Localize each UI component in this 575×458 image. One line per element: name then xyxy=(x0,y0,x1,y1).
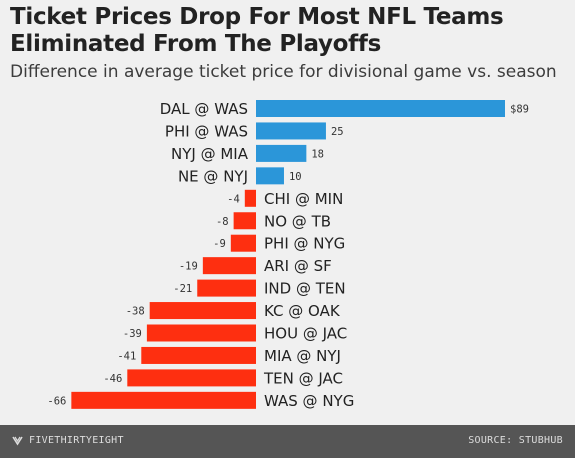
value-label: -21 xyxy=(173,283,192,295)
value-label: -39 xyxy=(123,328,142,340)
category-label: ARI @ SF xyxy=(264,257,332,275)
value-label: -66 xyxy=(47,395,66,407)
category-label: NYJ @ MIA xyxy=(171,145,249,163)
category-label: DAL @ WAS xyxy=(160,100,248,118)
category-label: PHI @ NYG xyxy=(264,235,345,253)
category-label: PHI @ WAS xyxy=(165,122,248,140)
bar xyxy=(71,391,256,409)
value-label: 10 xyxy=(289,171,302,183)
bar xyxy=(230,234,256,252)
bar xyxy=(197,279,256,297)
category-label: NO @ TB xyxy=(264,212,331,230)
fivethirtyeight-logo-icon xyxy=(12,436,23,446)
chart-subtitle: Difference in average ticket price for d… xyxy=(10,62,557,82)
value-label: -8 xyxy=(216,216,229,228)
category-label: KC @ OAK xyxy=(264,302,341,320)
bar xyxy=(256,144,307,162)
category-label: IND @ TEN xyxy=(264,280,346,298)
brand: FIVETHIRTYEIGHT xyxy=(12,435,124,446)
value-label: -41 xyxy=(117,350,136,362)
bar xyxy=(233,212,256,230)
bar xyxy=(256,100,505,117)
brand-name: FIVETHIRTYEIGHT xyxy=(29,435,124,446)
value-label: -38 xyxy=(126,306,145,318)
bar xyxy=(127,369,256,387)
value-label: 18 xyxy=(311,148,324,160)
bar xyxy=(244,189,256,207)
category-label: NE @ NYJ xyxy=(178,167,248,185)
bar xyxy=(149,302,256,320)
value-label: -4 xyxy=(227,193,240,205)
value-label: -9 xyxy=(213,238,226,250)
footer-bar: FIVETHIRTYEIGHT SOURCE: STUBHUB xyxy=(0,425,575,458)
value-label: 25 xyxy=(331,126,344,138)
category-label: TEN @ JAC xyxy=(263,369,343,387)
bar xyxy=(146,324,256,342)
bar xyxy=(141,346,256,364)
bar xyxy=(202,257,256,275)
bar xyxy=(256,122,326,140)
bar-chart: DAL @ WAS $89 PHI @ WAS 25 NYJ @ MIA 18 NE @ N… xyxy=(47,100,529,410)
value-label: -46 xyxy=(103,373,122,385)
category-label: MIA @ NYJ xyxy=(264,347,341,365)
category-label: HOU @ JAC xyxy=(264,325,347,343)
chart-title: Ticket Prices Drop For Most NFL Teams El… xyxy=(10,4,504,57)
bar xyxy=(256,167,284,185)
source-credit: SOURCE: STUBHUB xyxy=(468,435,563,446)
category-label: WAS @ NYG xyxy=(264,392,354,410)
category-label: CHI @ MIN xyxy=(264,190,343,208)
value-label: -19 xyxy=(179,261,198,273)
value-label: $89 xyxy=(510,104,529,116)
